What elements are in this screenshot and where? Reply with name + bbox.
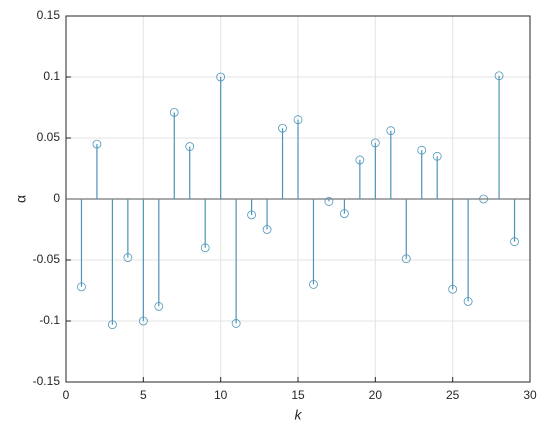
stem-marker — [200, 243, 210, 253]
stem-marker — [138, 316, 148, 326]
y-tick-label: -0.1 — [39, 313, 60, 327]
stem-marker — [293, 115, 303, 125]
x-tick-label: 30 — [523, 388, 537, 402]
stem-marker — [185, 142, 195, 151]
stem-marker — [494, 71, 504, 81]
stem-marker — [417, 145, 427, 155]
stem-marker — [448, 284, 458, 294]
y-tick-label: -0.05 — [33, 252, 61, 266]
stem-marker — [169, 107, 179, 117]
stem-marker — [278, 123, 287, 133]
stem-marker — [309, 279, 318, 289]
stem-marker — [77, 282, 86, 292]
x-tick-label: 0 — [63, 388, 70, 402]
stem-marker — [123, 253, 133, 262]
stem-marker — [231, 319, 241, 328]
y-tick-label: 0.1 — [43, 69, 60, 83]
stem-marker — [510, 237, 519, 247]
stem-marker — [247, 210, 257, 220]
stem-marker — [339, 209, 349, 219]
stem-marker — [216, 72, 226, 82]
stem-marker — [108, 320, 117, 330]
y-tick-label: 0 — [53, 191, 60, 205]
x-tick-label: 20 — [369, 388, 383, 402]
stem-marker — [324, 197, 334, 206]
x-tick-label: 25 — [446, 388, 460, 402]
y-tick-label: 0.15 — [37, 8, 61, 22]
x-tick-label: 5 — [140, 388, 147, 402]
stem-marker — [432, 151, 442, 161]
x-axis-label: k — [295, 407, 303, 423]
stem-marker — [92, 139, 102, 149]
stem-marker — [370, 138, 380, 148]
stem-marker — [463, 297, 473, 306]
y-axis-label: α — [13, 195, 29, 203]
y-tick-label: 0.05 — [37, 130, 61, 144]
stem-marker — [479, 194, 489, 204]
y-tick-label: -0.15 — [33, 374, 61, 388]
stem-marker — [401, 254, 411, 264]
x-tick-label: 10 — [214, 388, 228, 402]
stem-marker — [154, 301, 164, 311]
stem-marker — [355, 155, 365, 165]
stem-marker — [262, 225, 272, 234]
x-tick-label: 15 — [291, 388, 305, 402]
stem-marker — [386, 126, 396, 136]
